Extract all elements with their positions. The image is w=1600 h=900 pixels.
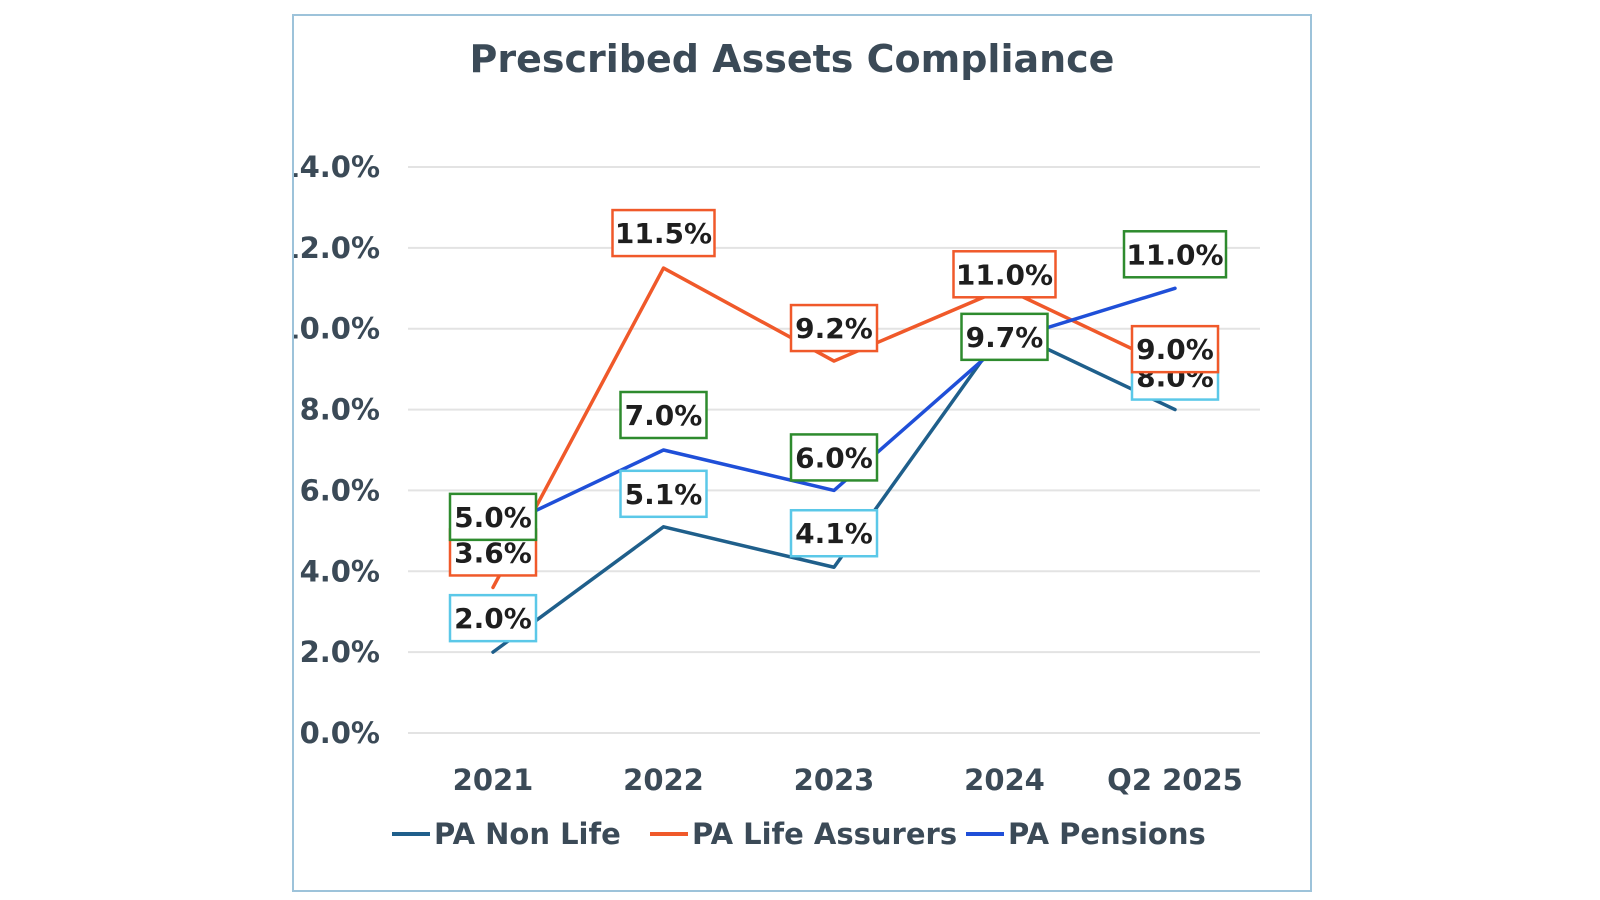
legend-label: PA Non Life	[434, 817, 621, 851]
y-tick-label: 14.0%	[294, 150, 380, 184]
x-tick-label: 2022	[623, 763, 704, 797]
svg-text:4.1%: 4.1%	[795, 517, 873, 550]
line-chart: Prescribed Assets Compliance 0.0% 2.0% 4.0…	[294, 37, 1260, 851]
y-tick-label: 12.0%	[294, 231, 380, 265]
x-tick-label: Q2 2025	[1107, 763, 1243, 797]
svg-text:9.2%: 9.2%	[795, 312, 873, 345]
svg-text:9.0%: 9.0%	[1136, 333, 1214, 366]
legend-label: PA Life Assurers	[692, 817, 957, 851]
y-tick-label: 8.0%	[300, 393, 380, 427]
data-label: 9.2%	[789, 303, 879, 353]
y-tick-label: 6.0%	[300, 473, 380, 507]
data-label: 7.0%	[619, 390, 708, 440]
legend-item: PA Pensions	[966, 817, 1206, 851]
svg-text:2.0%: 2.0%	[454, 602, 532, 635]
svg-text:3.6%: 3.6%	[454, 536, 532, 569]
chart-frame: Prescribed Assets Compliance 0.0% 2.0% 4.0…	[292, 14, 1312, 892]
chart-title: Prescribed Assets Compliance	[470, 37, 1115, 81]
svg-text:11.0%: 11.0%	[1126, 238, 1223, 271]
y-tick-label: 10.0%	[294, 312, 380, 346]
data-label: 11.0%	[1122, 230, 1228, 279]
legend-item: PA Life Assurers	[650, 817, 957, 851]
data-label: 9.0%	[1130, 324, 1220, 374]
svg-text:11.0%: 11.0%	[956, 258, 1053, 291]
y-tick-label: 4.0%	[300, 554, 380, 588]
y-tick-label: 2.0%	[300, 635, 380, 669]
data-label: 4.1%	[789, 508, 879, 558]
series-line-pa-life-assurers	[491, 266, 1177, 590]
svg-text:5.0%: 5.0%	[454, 501, 532, 534]
y-tick-label: 0.0%	[300, 716, 380, 750]
svg-text:9.7%: 9.7%	[966, 321, 1044, 354]
data-label: 9.7%	[960, 312, 1049, 362]
svg-text:5.1%: 5.1%	[625, 478, 703, 511]
series-line-pa-non-life	[491, 326, 1177, 654]
data-label: 11.5%	[611, 208, 716, 258]
x-tick-label: 2024	[964, 763, 1045, 797]
data-label: 6.0%	[789, 433, 879, 482]
legend-item: PA Non Life	[392, 817, 621, 851]
x-tick-label: 2021	[453, 763, 534, 797]
svg-text:11.5%: 11.5%	[615, 217, 712, 250]
data-label: 5.0%	[448, 492, 538, 542]
data-label: 5.1%	[619, 469, 708, 519]
svg-text:6.0%: 6.0%	[795, 441, 873, 474]
series-line-pa-pensions	[491, 286, 1177, 533]
data-label: 11.0%	[952, 250, 1057, 299]
svg-text:7.0%: 7.0%	[625, 399, 703, 432]
data-label: 2.0%	[448, 593, 538, 643]
x-tick-label: 2023	[794, 763, 875, 797]
legend-label: PA Pensions	[1008, 817, 1206, 851]
